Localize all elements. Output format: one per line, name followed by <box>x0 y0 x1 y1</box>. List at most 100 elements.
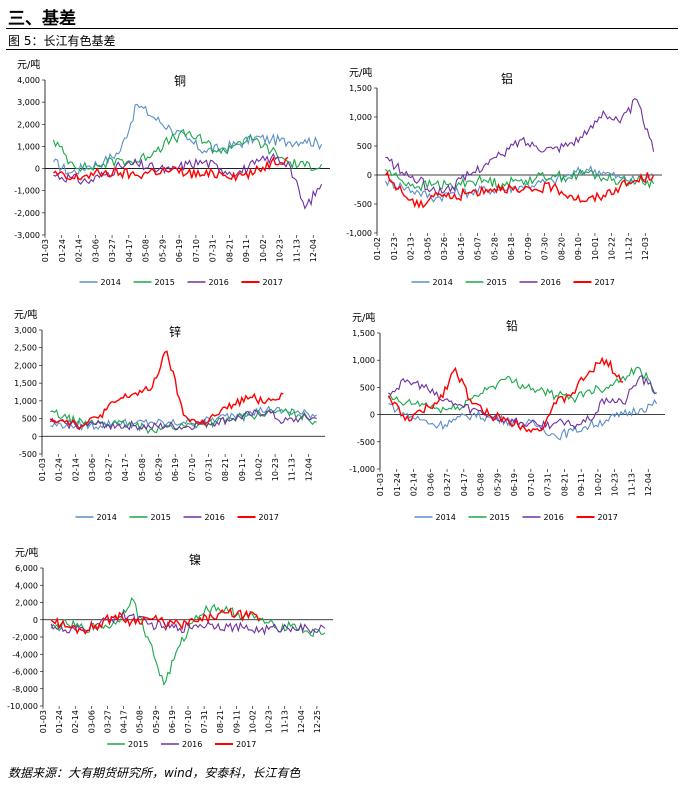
x-tick-label: 01-03 <box>38 458 47 481</box>
y-tick-label: 1,000 <box>17 142 40 151</box>
chart-title: 镍 <box>189 553 201 567</box>
x-tick-label: 07-10 <box>188 458 197 481</box>
y-unit-label: 元/吨 <box>14 308 37 321</box>
y-tick-label: 500 <box>360 383 375 392</box>
x-tick-label: 09-11 <box>232 710 241 733</box>
series-line-2016 <box>388 374 657 432</box>
chart-title: 铝 <box>501 71 513 86</box>
y-unit-label: 元/吨 <box>349 66 372 79</box>
x-tick-label: 09-11 <box>238 458 247 481</box>
x-tick-label: 02-13 <box>407 237 416 260</box>
y-tick-label: 500 <box>357 142 372 151</box>
figure-title: 图 5：长江有色基差 <box>8 34 116 48</box>
x-tick-label: 10-23 <box>265 710 274 733</box>
x-tick-label: 10-22 <box>608 237 617 260</box>
x-tick-label: 07-31 <box>204 458 213 481</box>
y-tick-label: -500 <box>19 450 37 459</box>
x-tick-label: 10-23 <box>611 473 620 496</box>
x-tick-label: 12-04 <box>304 458 313 481</box>
series-line-2017 <box>387 356 624 434</box>
x-tick-label: 01-02 <box>373 237 382 260</box>
x-tick-label: 10-23 <box>271 458 280 481</box>
y-tick-label: 1,500 <box>352 329 375 338</box>
legend-label: 2016 <box>205 513 225 522</box>
x-tick-label: 12-03 <box>641 237 650 260</box>
y-tick-label: 2,500 <box>14 344 37 353</box>
y-tick-label: -8,000 <box>12 685 38 694</box>
y-tick-label: 2,000 <box>15 599 38 608</box>
y-tick-label: 6,000 <box>15 564 38 573</box>
x-tick-label: 03-27 <box>103 710 112 733</box>
y-tick-label: 1,000 <box>14 397 37 406</box>
x-tick-label: 03-06 <box>87 710 96 733</box>
x-tick-label: 10-02 <box>259 239 268 262</box>
x-tick-label: 07-10 <box>527 473 536 496</box>
x-tick-label: 09-11 <box>577 473 586 496</box>
x-tick-label: 05-29 <box>158 239 167 262</box>
x-tick-label: 05-28 <box>490 237 499 260</box>
x-tick-label: 01-03 <box>39 710 48 733</box>
legend-label: 2014 <box>433 278 453 287</box>
y-unit-label: 元/吨 <box>17 58 40 71</box>
legend-label: 2017 <box>263 278 283 287</box>
x-tick-label: 07-10 <box>184 710 193 733</box>
x-tick-label: 02-14 <box>75 239 84 262</box>
x-tick-label: 06-19 <box>168 710 177 733</box>
legend-label: 2017 <box>259 513 279 522</box>
x-tick-label: 04-17 <box>125 239 134 262</box>
x-tick-label: 12-04 <box>297 710 306 733</box>
series-line-2015 <box>52 128 323 172</box>
legend-label: 2014 <box>101 278 121 287</box>
x-tick-label: 01-03 <box>41 239 50 262</box>
x-tick-label: 07-30 <box>541 237 550 260</box>
x-tick-label: 03-06 <box>426 473 435 496</box>
x-tick-label: 03-26 <box>440 237 449 260</box>
y-tick-label: -2,000 <box>12 633 38 642</box>
chart-copper: 元/吨铜 4,000 3,000 2,000 1,000 0 -1,000 -2,000 -3,… <box>14 58 330 287</box>
series-line-2017 <box>50 607 261 635</box>
x-tick-label: 03-06 <box>91 239 100 262</box>
legend-label: 2017 <box>236 740 256 749</box>
x-tick-label: 10-02 <box>594 473 603 496</box>
x-tick-label: 02-14 <box>71 458 80 481</box>
legend-label: 2017 <box>595 278 615 287</box>
legend-label: 2014 <box>436 513 456 522</box>
x-tick-label: 02-14 <box>71 710 80 733</box>
y-tick-label: -1,000 <box>346 229 372 238</box>
y-tick-label: 0 <box>32 432 37 441</box>
figure-rule <box>6 49 678 50</box>
x-tick-label: 08-21 <box>560 473 569 496</box>
x-tick-label: 10-01 <box>591 237 600 260</box>
y-unit-label: 元/吨 <box>352 311 375 324</box>
x-tick-label: 01-24 <box>55 710 64 733</box>
series-line-2017 <box>52 156 289 183</box>
legend-label: 2016 <box>209 278 229 287</box>
x-tick-label: 03-27 <box>108 239 117 262</box>
chart-nickel: 元/吨 镍 6,000 4,000 2,000 0 -2,000 -4,000 -6,000 -8… <box>7 546 333 749</box>
x-tick-label: 09-11 <box>242 239 251 262</box>
y-tick-label: -1,000 <box>349 465 375 474</box>
legend-label: 2015 <box>487 278 507 287</box>
y-tick-label: 0 <box>35 165 40 174</box>
x-tick-label: 07-10 <box>192 239 201 262</box>
legend-label: 2015 <box>151 513 171 522</box>
y-tick-label: 3,000 <box>17 98 40 107</box>
x-tick-label: 01-24 <box>393 473 402 496</box>
x-tick-label: 01-23 <box>390 237 399 260</box>
x-tick-label: 09-10 <box>574 237 583 260</box>
x-tick-label: 07-31 <box>209 239 218 262</box>
y-tick-label: 500 <box>22 415 37 424</box>
y-tick-label: -6,000 <box>12 668 38 677</box>
x-tick-label: 04-16 <box>457 237 466 260</box>
x-tick-label: 06-19 <box>175 239 184 262</box>
section-title: 三、基差 <box>8 9 76 29</box>
y-tick-label: 3,000 <box>14 326 37 335</box>
legend-label: 2015 <box>490 513 510 522</box>
x-tick-label: 11-13 <box>281 710 290 733</box>
y-tick-label: 4,000 <box>17 76 40 85</box>
y-tick-label: 1,000 <box>352 356 375 365</box>
x-tick-label: 08-21 <box>216 710 225 733</box>
x-tick-label: 04-17 <box>120 710 129 733</box>
